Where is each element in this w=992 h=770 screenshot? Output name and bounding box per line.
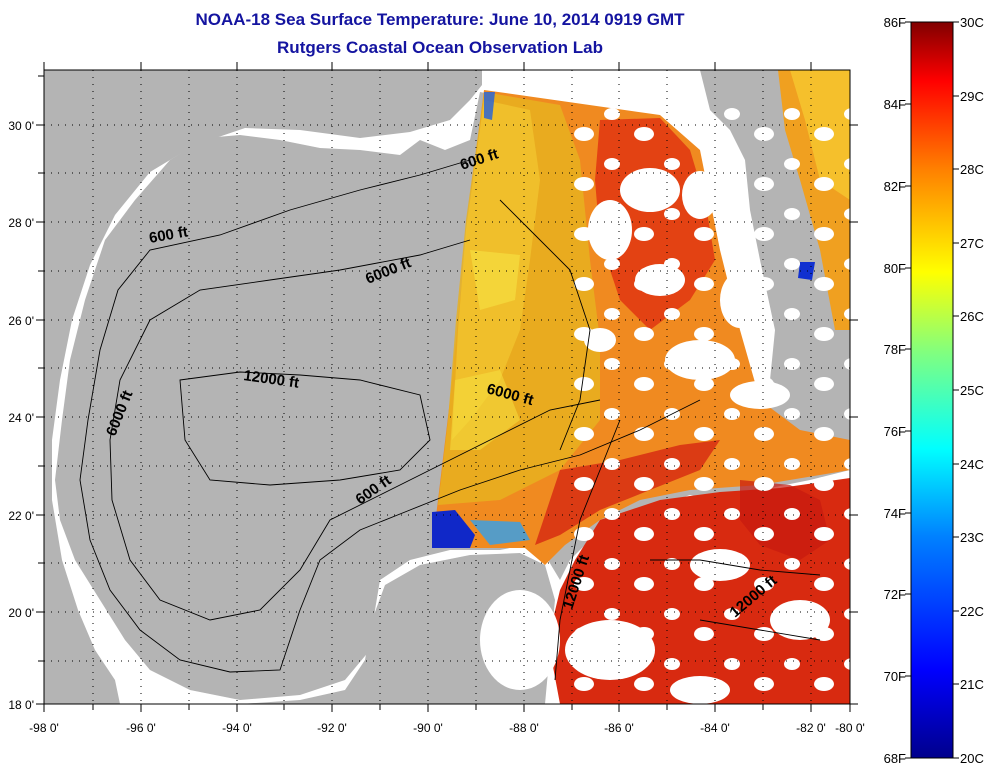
- lat-tick-label: 22 0': [8, 509, 34, 523]
- fahrenheit-tick: 78F: [884, 342, 906, 357]
- celsius-tick: 25C: [960, 383, 984, 398]
- fahrenheit-tick: 72F: [884, 587, 906, 602]
- depth-contours: [79, 159, 821, 681]
- celsius-tick: 22C: [960, 604, 984, 619]
- sst-swath: [432, 70, 850, 704]
- lon-tick-label: -94 0': [222, 721, 252, 735]
- colorbar-gradient: [910, 21, 954, 759]
- lat-tick-label: 20 0': [8, 606, 34, 620]
- fahrenheit-tick: 86F: [884, 15, 906, 30]
- lat-tick-label: 28 0': [8, 216, 34, 230]
- lon-tick-label: -80 0': [835, 721, 865, 735]
- map-frame: [43, 69, 851, 705]
- lon-tick-label: -98 0': [29, 721, 59, 735]
- temperature-colorbar: 86F 84F 82F 80F 78F 76F 74F 72F 70F 68F …: [884, 15, 984, 766]
- celsius-tick: 30C: [960, 15, 984, 30]
- lon-tick-label: -90 0': [413, 721, 443, 735]
- lon-tick-label: -82 0': [796, 721, 826, 735]
- map-subtitle: Rutgers Coastal Ocean Observation Lab: [277, 38, 603, 57]
- fahrenheit-tick: 76F: [884, 424, 906, 439]
- celsius-tick: 21C: [960, 677, 984, 692]
- fahrenheit-tick: 74F: [884, 506, 906, 521]
- axis-ticks: [36, 62, 858, 712]
- fahrenheit-tick: 68F: [884, 751, 906, 766]
- celsius-tick: 26C: [960, 309, 984, 324]
- lon-tick-label: -88 0': [509, 721, 539, 735]
- celsius-tick: 27C: [960, 236, 984, 251]
- lon-tick-label: -86 0': [604, 721, 634, 735]
- celsius-tick: 23C: [960, 530, 984, 545]
- map-title: NOAA-18 Sea Surface Temperature: June 10…: [195, 10, 685, 29]
- celsius-tick: 29C: [960, 89, 984, 104]
- lat-tick-label: 24 0': [8, 411, 34, 425]
- contour-label: 600 ft: [148, 223, 190, 247]
- lat-tick-label: 26 0': [8, 314, 34, 328]
- celsius-tick: 24C: [960, 457, 984, 472]
- lon-tick-label: -92 0': [317, 721, 347, 735]
- fahrenheit-tick: 70F: [884, 669, 906, 684]
- mexico-land: [44, 70, 482, 704]
- celsius-tick: 28C: [960, 162, 984, 177]
- fahrenheit-tick: 82F: [884, 179, 906, 194]
- graticule: [44, 70, 850, 704]
- lon-tick-label: -96 0': [126, 721, 156, 735]
- yucatan-land: [120, 553, 555, 704]
- lat-tick-label: 30 0': [8, 119, 34, 133]
- fahrenheit-tick: 80F: [884, 261, 906, 276]
- celsius-tick: 20C: [960, 751, 984, 766]
- fahrenheit-tick: 84F: [884, 97, 906, 112]
- map-area: 600 ft 600 ft 6000 ft 12000 ft 6000 ft 6…: [44, 70, 850, 704]
- lon-tick-label: -84 0': [700, 721, 730, 735]
- lat-tick-label: 18 0': [8, 698, 34, 712]
